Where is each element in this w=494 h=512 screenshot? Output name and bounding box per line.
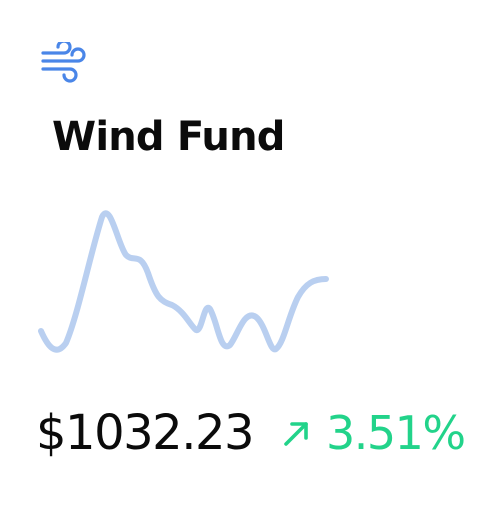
- arrow-up-right-icon: [284, 422, 308, 446]
- fund-price: $1032.23: [36, 405, 255, 461]
- sparkline-line: [38, 210, 329, 353]
- price-change: 3.51%: [280, 403, 466, 463]
- change-percent: 3.51%: [326, 406, 466, 460]
- sparkline-chart: [38, 210, 329, 353]
- wind-icon: [41, 42, 86, 83]
- fund-title: Wind Fund: [52, 114, 285, 160]
